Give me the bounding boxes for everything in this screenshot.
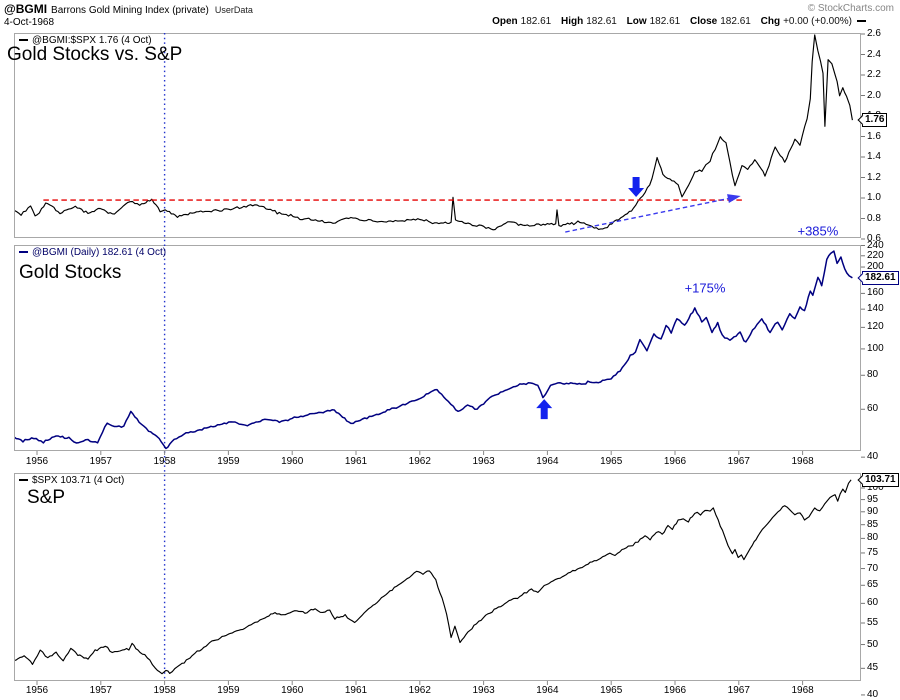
sp500-legend: $SPX 103.71 (4 Oct): [19, 475, 124, 486]
y-axis-label: 100: [867, 482, 884, 493]
y-axis-label: 2.4: [867, 48, 881, 60]
x-axis-year-label: 1958: [153, 685, 176, 696]
low-value: 182.61: [649, 16, 681, 27]
gold-stocks-legend-text: @BGMI (Daily) 182.61 (4 Oct): [32, 247, 167, 258]
chart-header: @BGMI Barrons Gold Mining Index (private)…: [4, 2, 253, 16]
legend-line-swatch-icon: [19, 251, 28, 253]
x-axis-year-label: 1958: [153, 456, 176, 467]
x-axis-year-label: 1959: [217, 685, 240, 696]
close-label: Close: [690, 16, 718, 27]
change-value: +0.00 (+0.00%): [783, 16, 852, 27]
x-axis-year-label: 1961: [344, 456, 368, 467]
legend-line-swatch-icon: [19, 39, 28, 41]
open-label: Open: [492, 16, 518, 27]
x-axis-year-label: 1963: [472, 456, 495, 467]
y-axis-label: 1.4: [867, 151, 881, 162]
x-axis-year-label: 1960: [281, 685, 304, 696]
y-axis-label: 65: [867, 579, 879, 591]
data-source-label: UserData: [214, 5, 253, 15]
open-value: 182.61: [520, 16, 552, 27]
change-label: Chg: [760, 16, 781, 27]
ratio-last-price-tag: 1.76: [862, 113, 888, 127]
y-axis-label: 2.6: [867, 28, 881, 39]
x-axis-year-label: 1965: [600, 685, 623, 696]
y-axis-label: 220: [867, 249, 884, 261]
ticker-description: Barrons Gold Mining Index (private): [51, 5, 209, 16]
y-axis-label: 2.0: [867, 89, 881, 101]
x-axis-year-label: 1968: [791, 456, 814, 467]
x-axis-year-label: 1964: [536, 456, 559, 467]
y-axis-label: 1.2: [867, 171, 881, 183]
y-axis-label: 240: [867, 239, 884, 251]
y-axis-label: 90: [867, 505, 879, 517]
y-axis-label: 60: [867, 403, 879, 415]
high-value: 182.61: [586, 16, 617, 27]
legend-line-swatch-icon: [19, 479, 28, 481]
y-axis-label: 80: [867, 369, 879, 381]
stockcharts-watermark[interactable]: © StockCharts.com: [807, 3, 894, 14]
x-axis-year-label: 1962: [408, 685, 431, 696]
sp500-panel: [14, 473, 861, 681]
y-axis-label: 100: [867, 342, 884, 354]
y-axis-label: 80: [867, 532, 879, 544]
y-axis-label: 140: [867, 303, 884, 315]
high-label: High: [561, 16, 584, 27]
x-axis-year-label: 1965: [600, 456, 623, 467]
x-axis-year-label: 1966: [663, 456, 687, 467]
y-axis-label: 85: [867, 518, 879, 530]
x-axis-year-label: 1966: [663, 685, 687, 696]
line-swatch-icon: [857, 20, 866, 22]
y-axis-label: 0.6: [867, 233, 881, 244]
close-value: 182.61: [720, 16, 751, 27]
y-axis-label: 0.8: [867, 212, 881, 224]
ratio-panel-title: Gold Stocks vs. S&P: [7, 44, 183, 65]
y-axis-label: 45: [867, 662, 879, 674]
y-axis-label: 1.0: [867, 192, 881, 203]
x-axis-year-label: 1967: [727, 685, 750, 696]
x-axis-year-label: 1963: [472, 685, 495, 696]
y-axis-label: 1.6: [867, 130, 881, 142]
sp500-legend-text: $SPX 103.71 (4 Oct): [32, 475, 125, 486]
ohlc-readout: Open 182.61 High 182.61 Low 182.61 Close 182…: [485, 16, 866, 27]
y-axis-label: 40: [867, 451, 879, 463]
x-axis-year-label: 1961: [344, 685, 368, 696]
y-axis-label: 60: [867, 597, 879, 609]
y-axis-label: 50: [867, 638, 879, 650]
chart-date: 4-Oct-1968: [4, 17, 55, 28]
x-axis-year-label: 1968: [791, 685, 814, 696]
y-axis-label: 40: [867, 688, 879, 700]
x-axis-year-label: 1957: [89, 685, 112, 696]
gold-stocks-panel-title: Gold Stocks: [19, 262, 122, 283]
y-axis-label: 75: [867, 546, 879, 558]
x-axis-year-label: 1956: [25, 456, 49, 467]
y-axis-label: 70: [867, 562, 879, 574]
y-axis-label: 200: [867, 261, 884, 273]
gold-stocks-panel: [14, 245, 861, 451]
y-axis-label: 160: [867, 287, 884, 299]
x-axis-year-label: 1962: [408, 456, 431, 467]
y-axis-label: 2.2: [867, 69, 881, 80]
y-axis-label: 95: [867, 493, 879, 505]
y-axis-label: 120: [867, 321, 884, 333]
gold-stocks-last-price-tag: 182.61: [862, 271, 899, 285]
sp500-last-price-tag: 103.71: [862, 473, 899, 487]
gold-stocks-legend: @BGMI (Daily) 182.61 (4 Oct): [19, 247, 166, 258]
y-axis-label: 55: [867, 617, 879, 628]
x-axis-year-label: 1957: [89, 456, 112, 467]
x-axis-year-label: 1959: [217, 456, 240, 467]
sp500-panel-title: S&P: [27, 487, 66, 508]
x-axis-year-label: 1967: [727, 456, 750, 467]
low-label: Low: [626, 16, 647, 27]
x-axis-year-label: 1960: [281, 456, 304, 467]
x-axis-year-label: 1956: [25, 685, 49, 696]
x-axis-year-label: 1964: [536, 685, 559, 696]
ticker-symbol: @BGMI: [4, 2, 48, 16]
